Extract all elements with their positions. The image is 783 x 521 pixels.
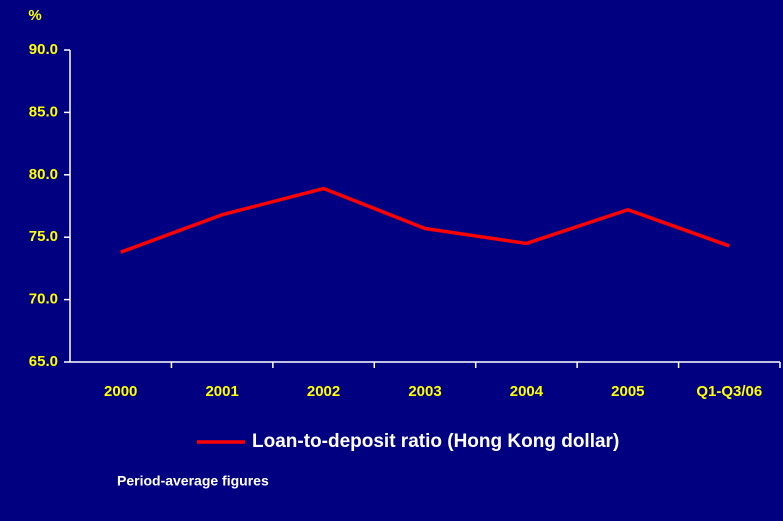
y-tick-label: 90.0 (29, 41, 58, 58)
x-tick-label: 2001 (205, 383, 238, 400)
line-series (120, 186, 730, 254)
x-tick-label: Q1-Q3/06 (696, 383, 762, 400)
footnote: Period-average figures (117, 473, 269, 489)
y-tick-label: 80.0 (29, 166, 58, 183)
y-axis-label: % (28, 7, 41, 24)
legend-label: Loan-to-deposit ratio (Hong Kong dollar) (252, 431, 619, 452)
y-tick-label: 65.0 (29, 353, 58, 370)
x-tick-label: 2003 (408, 383, 441, 400)
x-tick-label: 2002 (307, 383, 340, 400)
y-tick-label: 70.0 (29, 291, 58, 308)
x-tick-label: 2005 (611, 383, 644, 400)
y-tick-label: 75.0 (29, 228, 58, 245)
y-tick-label: 85.0 (29, 103, 58, 120)
x-tick-label: 2000 (104, 383, 137, 400)
x-tick-label: 2004 (510, 383, 544, 400)
